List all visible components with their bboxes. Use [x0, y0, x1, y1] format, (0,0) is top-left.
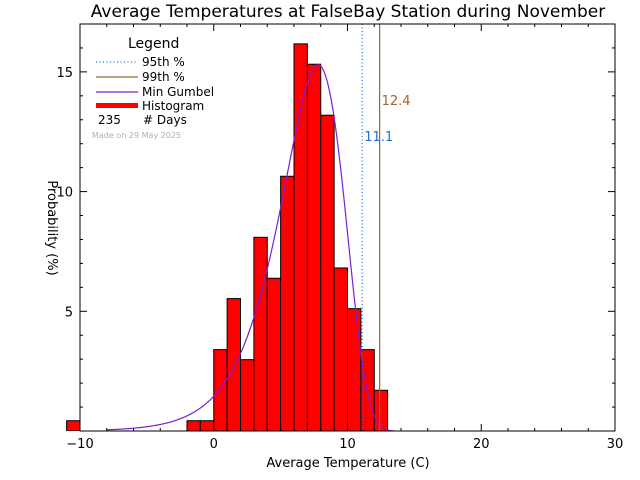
histogram-bar [320, 114, 335, 431]
x-tick-label: 0 [210, 437, 218, 452]
legend-swatch-histogram [96, 103, 138, 108]
histogram-bar [280, 175, 295, 431]
x-tick-label: −10 [66, 437, 93, 452]
legend-days-label: # Days [143, 113, 187, 127]
histogram-bar [226, 298, 241, 431]
legend-title: Legend [128, 36, 179, 52]
x-axis-ticks: −10 0 10 20 30 [66, 24, 623, 452]
x-tick-label: 20 [473, 437, 490, 452]
y-tick-label: 15 [56, 66, 73, 81]
legend-entry-95th: 95th % [142, 55, 185, 69]
histogram-bar [186, 420, 201, 431]
chart-title: Average Temperatures at FalseBay Station… [91, 2, 605, 22]
y-axis-ticks: 5 10 15 [56, 47, 615, 408]
legend-days-count: 235 [98, 113, 121, 127]
percentile-label: 11.1 [364, 130, 393, 145]
histogram-bar [253, 236, 268, 431]
histogram-bar [293, 43, 308, 431]
histogram-bar [199, 420, 215, 431]
made-on-note: Made on 29 May 2025 [92, 131, 181, 140]
gumbel-curve-layer [106, 64, 394, 431]
y-axis-label: Probability (%) [44, 180, 59, 275]
histogram-bar [373, 389, 389, 431]
histogram-bar [66, 420, 81, 431]
histogram-bars [66, 43, 389, 431]
y-tick-label: 5 [65, 305, 73, 320]
histogram-bar [240, 359, 255, 431]
legend-entry-histogram: Histogram [142, 99, 204, 113]
histogram-bar [306, 63, 322, 431]
histogram-bar [213, 349, 228, 431]
y-tick-label: 10 [56, 186, 73, 201]
x-tick-label: 30 [607, 437, 624, 452]
legend-entry-99th: 99th % [142, 70, 185, 84]
x-axis-label: Average Temperature (C) [266, 456, 429, 471]
gumbel-curve [106, 64, 394, 431]
histogram-bar [347, 308, 362, 431]
histogram-bar [333, 267, 348, 431]
legend-entry-gumbel: Min Gumbel [142, 85, 214, 99]
percentile-lines: 11.1 12.4 [361, 24, 411, 431]
histogram-bar [266, 277, 282, 431]
x-tick-label: 10 [339, 437, 356, 452]
percentile-label: 12.4 [382, 94, 411, 109]
legend: Legend 95th % 99th % Min Gumbel Histogra… [92, 36, 214, 140]
